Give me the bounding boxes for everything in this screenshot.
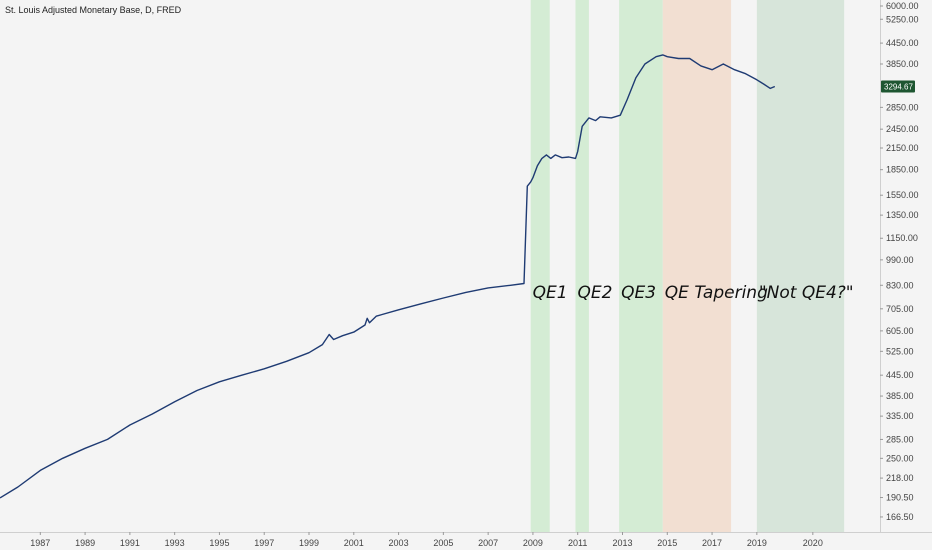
- y-tick-label: 445.00: [886, 370, 914, 380]
- y-tick-label: 218.00: [886, 473, 914, 483]
- x-tick-label: 1987: [30, 538, 50, 548]
- y-tick-label: 250.00: [886, 453, 914, 463]
- y-tick-label: 830.00: [886, 280, 914, 290]
- x-tick-label: 2017: [702, 538, 722, 548]
- last-value-label: 3294.67: [884, 82, 913, 91]
- y-tick-label: 335.00: [886, 411, 914, 421]
- y-tick-label: 2850.00: [886, 102, 919, 112]
- x-tick-label: 2009: [523, 538, 543, 548]
- x-tick-label: 2013: [612, 538, 632, 548]
- y-tick-label: 190.50: [886, 493, 914, 503]
- region-label: QE1: [533, 283, 568, 303]
- region-label: QE Tapering: [665, 283, 768, 303]
- region-band: [530, 0, 550, 532]
- y-tick-label: 1550.00: [886, 190, 919, 200]
- region-label: "Not QE4?": [759, 283, 854, 303]
- region-band: [619, 0, 663, 532]
- x-tick-label: 2015: [657, 538, 677, 548]
- y-tick-label: 4450.00: [886, 38, 919, 48]
- y-tick-label: 705.00: [886, 304, 914, 314]
- series-line: [0, 54, 776, 499]
- x-tick-label: 1997: [254, 538, 274, 548]
- last-value-badge: [881, 80, 915, 93]
- region-band: [756, 0, 845, 532]
- y-tick-label: 1350.00: [886, 210, 919, 220]
- y-tick-label: 1150.00: [886, 233, 918, 243]
- x-tick-label: 1993: [165, 538, 185, 548]
- x-tick-label: 2020: [803, 538, 823, 548]
- x-tick-label: 1999: [299, 538, 319, 548]
- y-tick-label: 5250.00: [886, 14, 919, 24]
- region-band: [575, 0, 589, 532]
- y-tick-label: 990.00: [886, 255, 914, 265]
- x-tick-label: 2005: [433, 538, 453, 548]
- x-tick-label: 1995: [209, 538, 229, 548]
- x-tick-label: 2001: [344, 538, 364, 548]
- regions-layer: [530, 0, 845, 532]
- y-tick-label: 385.00: [886, 391, 914, 401]
- y-tick-label: 6000.00: [886, 1, 919, 11]
- x-tick-label: 1991: [120, 538, 140, 548]
- y-tick-label: 2150.00: [886, 143, 919, 153]
- y-tick-label: 3850.00: [886, 59, 919, 69]
- y-tick-label: 285.00: [886, 434, 914, 444]
- region-labels-layer: QE1 QE2 QE3 QE Tapering"Not QE4?": [533, 283, 854, 303]
- y-tick-label: 166.50: [886, 512, 914, 522]
- region-label: QE3: [621, 283, 656, 303]
- y-tick-label: 525.00: [886, 346, 914, 356]
- x-tick-label: 2019: [747, 538, 767, 548]
- x-tick-label: 1989: [75, 538, 95, 548]
- y-tick-label: 2450.00: [886, 124, 919, 134]
- x-tick-label: 2007: [478, 538, 498, 548]
- series-layer: [0, 54, 776, 499]
- region-label: QE2: [577, 283, 612, 303]
- x-tick-label: 2011: [568, 538, 587, 548]
- region-band: [662, 0, 732, 532]
- x-tick-label: 2003: [389, 538, 409, 548]
- y-tick-label: 605.00: [886, 326, 914, 336]
- chart-title: St. Louis Adjusted Monetary Base, D, FRE…: [5, 5, 182, 15]
- y-tick-label: 1850.00: [886, 165, 919, 175]
